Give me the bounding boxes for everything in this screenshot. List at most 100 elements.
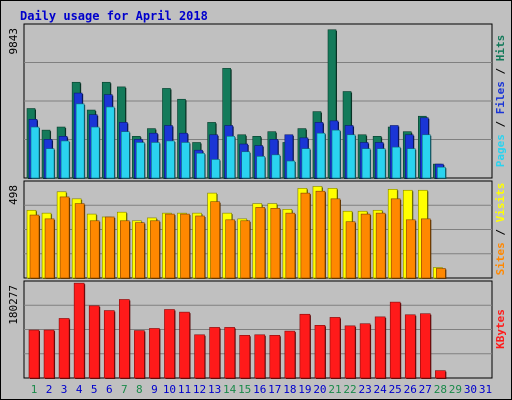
day-label: 30 <box>464 383 477 396</box>
kbytes-bar <box>224 327 235 379</box>
legend-sites-visits: Sites / Visits <box>494 183 507 276</box>
day-label: 10 <box>163 383 176 396</box>
day-label: 24 <box>374 383 388 396</box>
day-label: 27 <box>419 383 432 396</box>
pages-bar <box>256 156 266 179</box>
legend-entry: Sites <box>494 242 507 275</box>
day-label: 23 <box>358 383 371 396</box>
day-label: 26 <box>404 383 417 396</box>
kbytes-bar <box>209 327 220 379</box>
kbytes-bar <box>284 330 296 379</box>
pages-bar <box>406 148 416 179</box>
sites-bar <box>405 219 416 279</box>
legend-entry: Files <box>494 81 507 114</box>
kbytes-bar <box>254 334 266 379</box>
kbytes-bar <box>269 335 281 379</box>
sites-bar <box>360 213 371 279</box>
day-label: 21 <box>328 383 341 396</box>
pages-bar <box>75 103 85 179</box>
y-max-label-kbytes: 180277 <box>7 285 20 325</box>
sites-bar <box>436 268 446 279</box>
day-label: 7 <box>121 383 128 396</box>
kbytes-bar <box>134 330 145 379</box>
pages-bar <box>90 126 100 179</box>
sites-bar <box>375 212 386 279</box>
day-label: 18 <box>283 383 296 396</box>
pages-bar <box>286 160 296 179</box>
day-label: 3 <box>61 383 68 396</box>
day-label: 25 <box>389 383 402 396</box>
day-label: 13 <box>208 383 221 396</box>
sites-bar <box>255 207 266 279</box>
pages-bar <box>45 148 55 179</box>
pages-bar <box>421 134 431 179</box>
day-label: 8 <box>136 383 143 396</box>
kbytes-bar <box>88 305 100 379</box>
kbytes-bar <box>435 370 446 379</box>
chart-title: Daily usage for April 2018 <box>20 9 208 23</box>
kbytes-bar <box>419 313 431 379</box>
day-label: 15 <box>238 383 251 396</box>
day-label: 1 <box>31 383 38 396</box>
pages-bar <box>166 140 175 179</box>
sites-bar <box>135 222 145 279</box>
legend-entry: KBytes <box>494 309 507 349</box>
sites-bar <box>285 212 296 279</box>
pages-bar <box>121 131 130 179</box>
day-label: 2 <box>46 383 53 396</box>
pages-bar <box>331 129 341 179</box>
day-label: 22 <box>343 383 356 396</box>
pages-bar <box>151 142 160 179</box>
y-max-label-visits: 498 <box>7 185 20 205</box>
sites-bar <box>89 220 100 279</box>
kbytes-bar <box>73 282 85 379</box>
kbytes-bar <box>179 311 190 379</box>
sites-bar <box>29 214 40 279</box>
sites-bar <box>120 220 130 279</box>
kbytes-bar <box>299 313 311 379</box>
pages-bar <box>361 148 371 179</box>
kbytes-bar <box>359 323 371 379</box>
sites-bar <box>300 192 311 279</box>
kbytes-bar <box>404 314 416 379</box>
day-label: 14 <box>223 383 237 396</box>
sites-bar <box>150 220 160 279</box>
sites-bar <box>180 213 190 279</box>
day-label: 28 <box>434 383 447 396</box>
kbytes-bar <box>149 328 160 379</box>
pages-bar <box>376 148 386 179</box>
day-label: 20 <box>313 383 326 396</box>
sites-bar <box>44 218 55 279</box>
day-label: 17 <box>268 383 281 396</box>
sites-bar <box>390 198 401 279</box>
kbytes-bar <box>239 335 250 379</box>
pages-bar <box>136 142 145 179</box>
day-label: 31 <box>479 383 492 396</box>
sites-bar <box>165 213 175 279</box>
pages-bar <box>211 159 220 179</box>
pages-bar <box>30 126 40 179</box>
day-label: 11 <box>178 383 191 396</box>
day-label: 4 <box>76 383 83 396</box>
y-max-label-hits: 9843 <box>7 28 20 55</box>
day-label: 9 <box>151 383 158 396</box>
sites-bar <box>240 220 250 279</box>
day-label: 6 <box>106 383 113 396</box>
sites-bar <box>315 190 326 279</box>
sites-bar <box>345 221 356 279</box>
kbytes-bar <box>58 318 70 379</box>
legend-entry: Hits <box>494 35 507 62</box>
pages-bar <box>316 132 326 179</box>
kbytes-bar <box>344 325 356 379</box>
kbytes-bar <box>28 329 40 379</box>
pages-bar <box>301 148 311 179</box>
pages-bar <box>437 166 446 179</box>
legend-entry: Visits <box>494 183 507 223</box>
legend-entry: Pages <box>494 134 507 167</box>
pages-bar <box>196 152 205 179</box>
day-label: 29 <box>449 383 462 396</box>
sites-bar <box>59 196 70 279</box>
sites-bar <box>74 203 85 279</box>
sites-bar <box>420 218 431 279</box>
